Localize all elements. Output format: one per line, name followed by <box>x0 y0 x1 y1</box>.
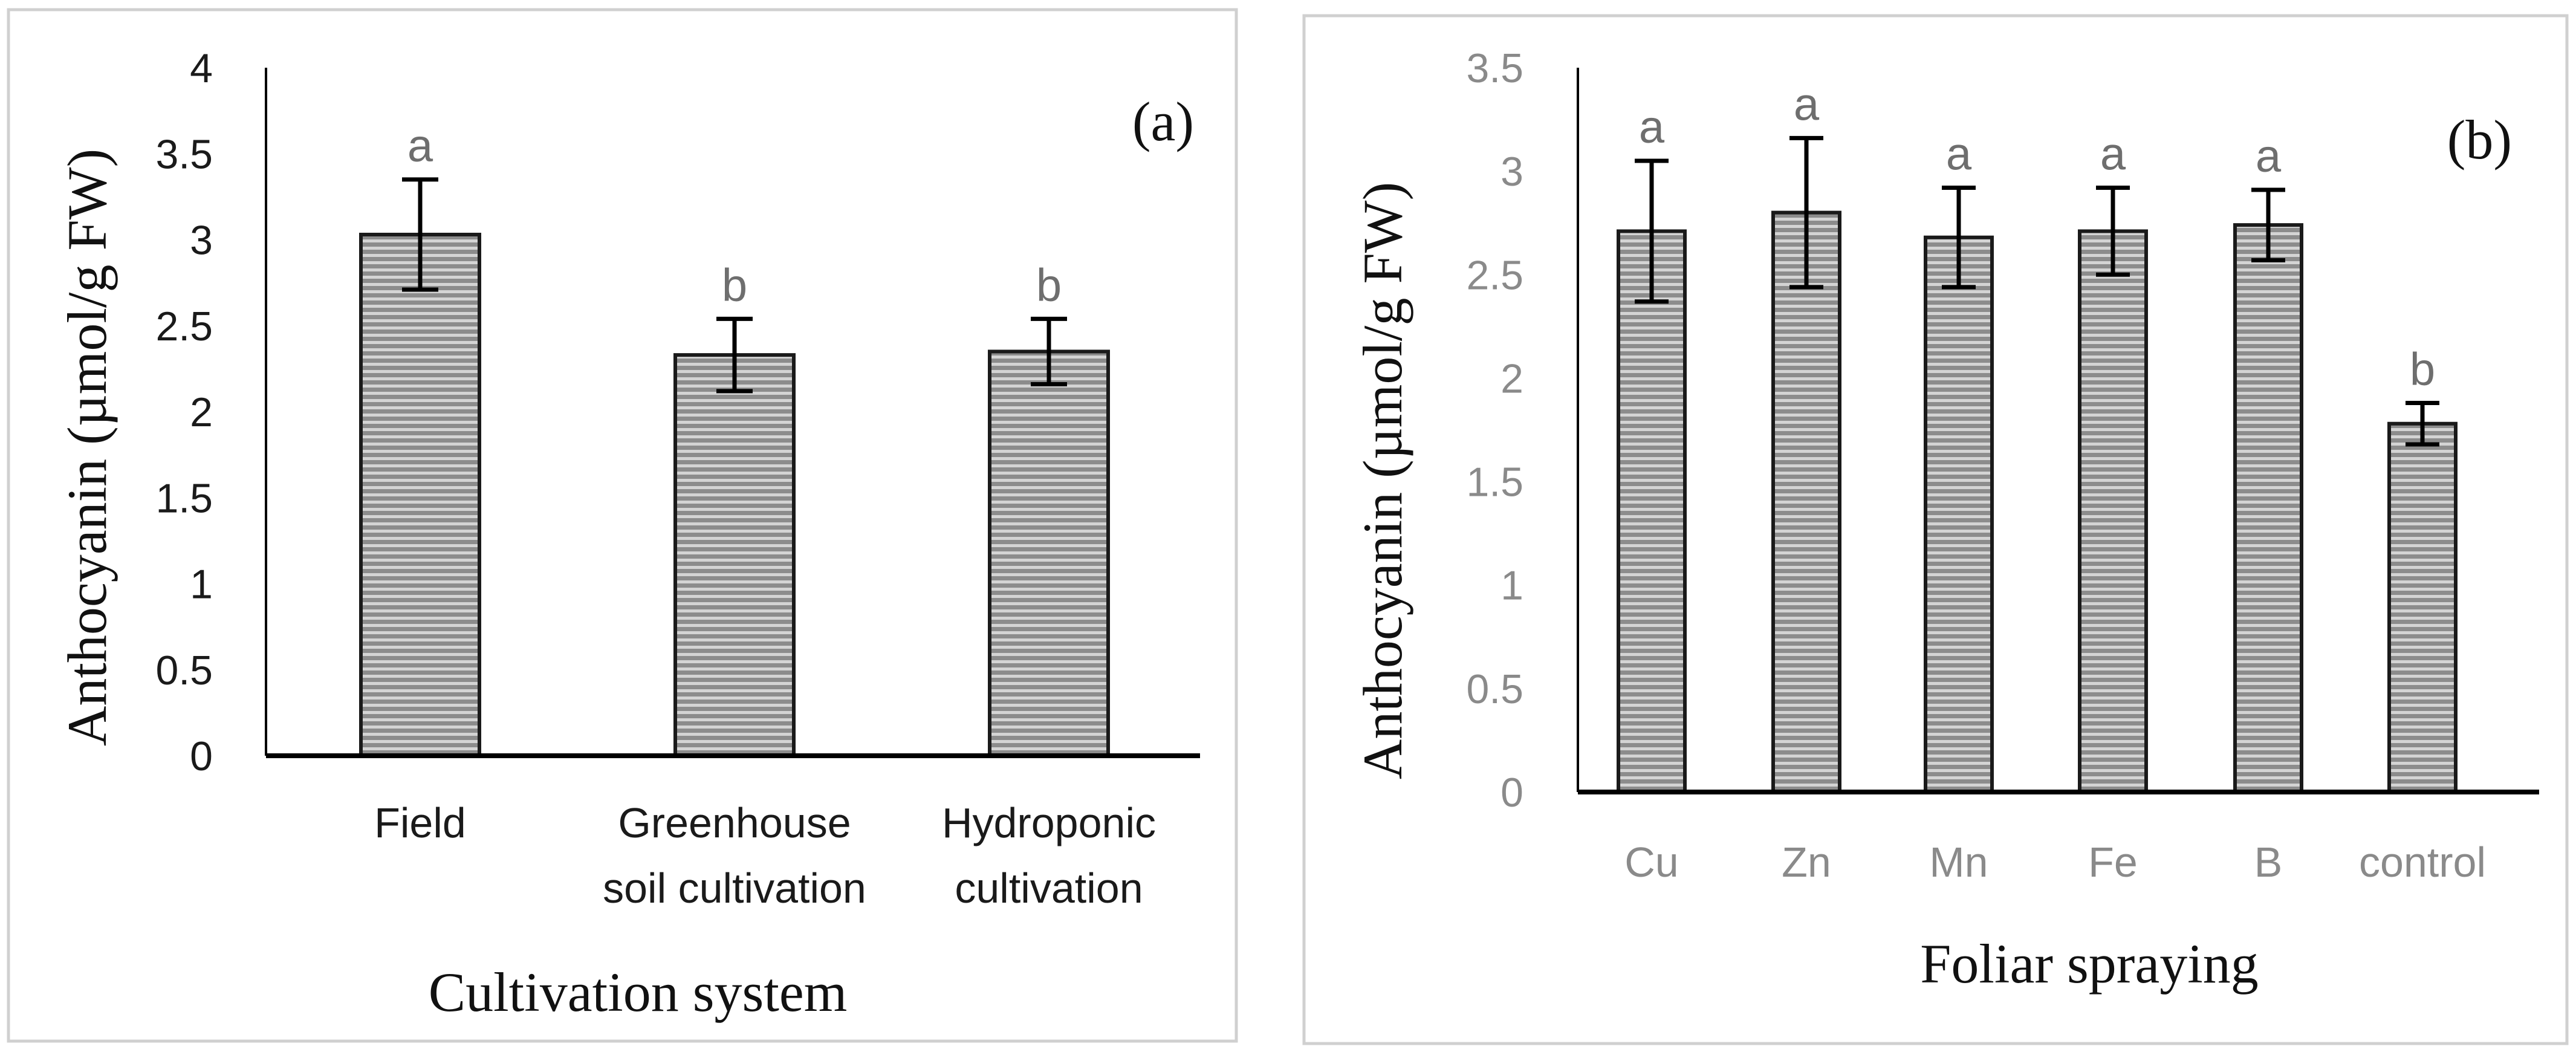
y-tick-label: 0 <box>1501 770 1523 816</box>
panel-a-y-axis-title: Anthocyanin (µmol/g FW) <box>56 149 118 746</box>
significance-letter: a <box>1639 102 1665 153</box>
panel-b-bars: a a a a a b <box>1617 79 2458 794</box>
panel-a-label: (a) <box>1132 91 1194 152</box>
category-label: B <box>2254 839 2283 886</box>
category-label: Cu <box>1624 839 1678 886</box>
significance-letter: a <box>2100 129 2126 180</box>
y-tick-label: 3 <box>190 218 213 264</box>
y-tick-label: 0 <box>190 733 213 779</box>
significance-letter: b <box>1036 259 1062 311</box>
y-tick-label: 3.5 <box>1466 45 1523 91</box>
y-tick-label: 0.5 <box>1466 666 1523 712</box>
panel-a-bars: a b b <box>359 120 1110 758</box>
category-label: cultivation <box>955 865 1143 912</box>
y-tick-label: 2 <box>1501 356 1523 401</box>
y-tick-label: 0.5 <box>155 648 213 693</box>
y-tick-label: 2.5 <box>155 304 213 349</box>
significance-letter: b <box>2410 344 2435 395</box>
panel-b-x-axis-title: Foliar spraying <box>1920 933 2259 995</box>
panel-b-label: (b) <box>2447 109 2512 170</box>
bar <box>1924 235 1994 794</box>
significance-letter: a <box>407 120 433 172</box>
significance-letter: a <box>2256 131 2282 182</box>
bar <box>673 353 796 758</box>
y-tick-label: 3 <box>1501 149 1523 195</box>
bar <box>359 232 481 758</box>
bar <box>2233 223 2303 794</box>
significance-letter: a <box>1794 79 1820 130</box>
y-tick-label: 4 <box>190 45 213 91</box>
category-label: Greenhouse <box>618 799 851 846</box>
significance-letter: a <box>1946 129 1972 180</box>
category-label: Field <box>374 799 466 846</box>
panel-a-category-labels: Field Greenhouse soil cultivation Hydroponi… <box>374 799 1156 912</box>
bar <box>2387 421 2458 794</box>
bar <box>1771 210 1841 794</box>
y-tick-label: 1 <box>190 562 213 608</box>
category-label: soil cultivation <box>603 865 866 912</box>
bar <box>2078 229 2148 794</box>
category-label: Mn <box>1929 839 1988 886</box>
category-label: Hydroponic <box>942 799 1156 846</box>
panel-a-y-ticks: 0 0.5 1 1.5 2 2.5 3 3.5 4 <box>155 45 213 779</box>
bar <box>988 349 1110 758</box>
panel-b-y-ticks: 0 0.5 1 1.5 2 2.5 3 3.5 <box>1466 45 1523 816</box>
category-label: control <box>2359 839 2486 886</box>
significance-letter: b <box>722 259 747 311</box>
y-tick-label: 1.5 <box>1466 459 1523 505</box>
chart-panel-a: 0 0.5 1 1.5 2 2.5 3 3.5 4 a b b Field Greenhouse soi… <box>7 8 1238 1043</box>
y-tick-label: 1 <box>1501 563 1523 609</box>
category-label: Zn <box>1782 839 1831 886</box>
y-tick-label: 2 <box>190 389 213 435</box>
y-tick-label: 3.5 <box>155 131 213 177</box>
y-tick-label: 1.5 <box>155 475 213 521</box>
panel-a-x-axis-title: Cultivation system <box>429 961 848 1023</box>
y-tick-label: 2.5 <box>1466 252 1523 298</box>
bar <box>1617 229 1687 794</box>
panel-b-y-axis-title: Anthocyanin (µmol/g FW) <box>1352 182 1413 779</box>
category-label: Fe <box>2088 839 2138 886</box>
